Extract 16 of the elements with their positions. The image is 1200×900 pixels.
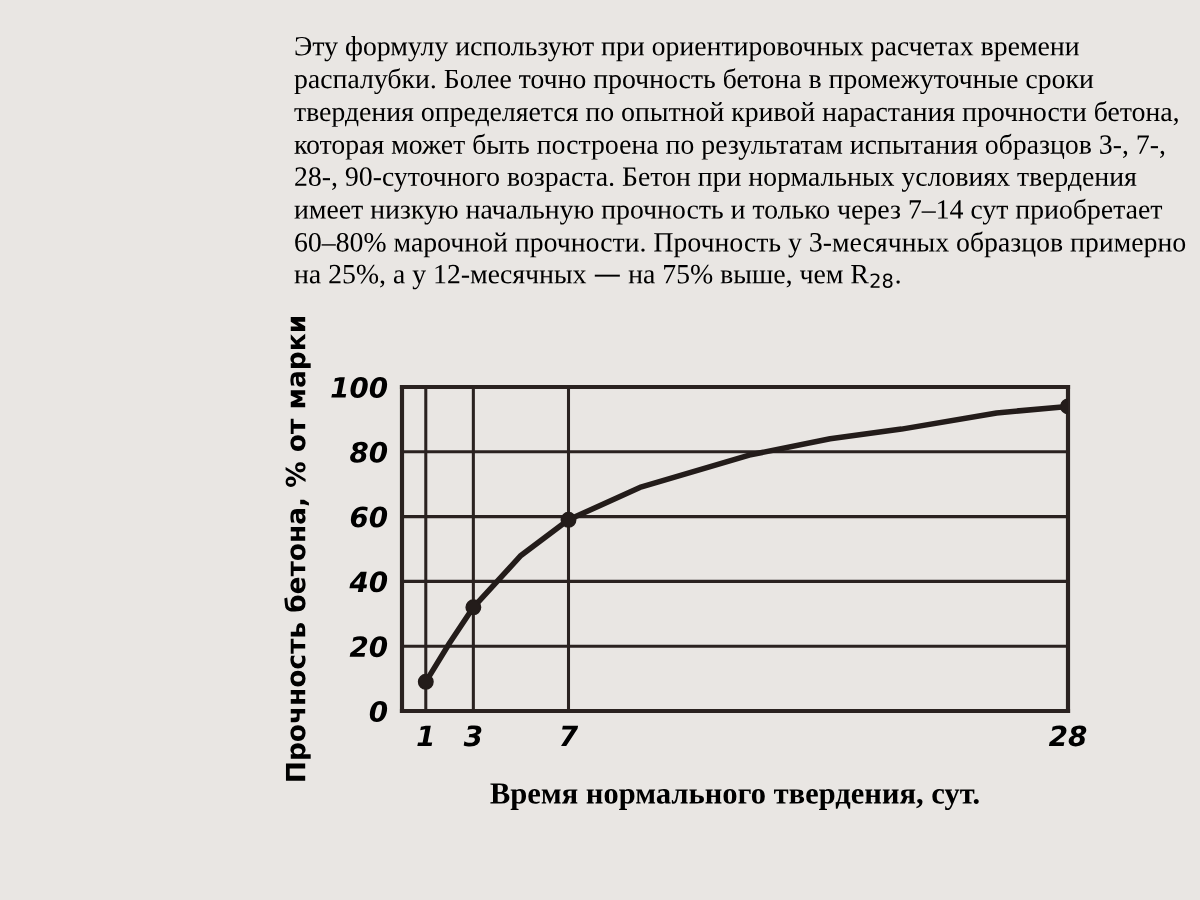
- x-axis-title: Время нормального твердения, сут.: [490, 783, 979, 811]
- x-tick-label: 28: [1048, 725, 1087, 747]
- x-tick-label: 3: [463, 725, 482, 747]
- y-tick-label: 20: [349, 636, 388, 658]
- point: [465, 599, 482, 616]
- y-tick-label: 100: [331, 376, 388, 398]
- y-tick-label: 0: [369, 700, 388, 722]
- point: [560, 511, 577, 528]
- y-tick-label: 40: [349, 571, 388, 593]
- y-tick-label: 80: [350, 441, 388, 463]
- x-tick-label: 1: [417, 725, 433, 746]
- x-tick-label: 7: [561, 725, 579, 746]
- text: Эту формулу используют при ориентировочных расчетах времени распалубки. Более точно прочность бетона в промежуточные сроки твердения определяется по опытной кривой нарастания прочности бетона, которая может быть построена по результатам испытания образцов 3-, 7-, 28-, 90-суточного возраста. Бетон при нормальных условиях твердения имеет низкую начальную прочность и только через 7–14 сут приобретает 60–80% марочной прочности. Прочность у 3-месячных образцов примерно на 25%, а у 12-месячных — на 75% выше, чем R$_{28}$.: [294, 36, 1186, 290]
- point: [417, 673, 434, 690]
- y-tick-label: 60: [350, 506, 388, 528]
- y-axis-title: Прочность бетона, % от марки: [284, 317, 311, 781]
